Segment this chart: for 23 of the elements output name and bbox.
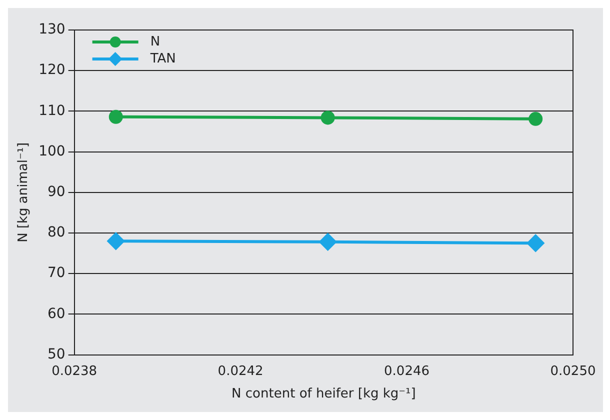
point [527, 234, 544, 252]
x-axis-title: N content of heifer [kg kg⁻¹] [232, 386, 416, 402]
y-tick-label: 130 [38, 22, 66, 38]
point [320, 110, 335, 125]
y-axis-title: N [kg animal⁻¹] [16, 142, 32, 242]
y-tick-label: 110 [38, 102, 66, 119]
x-tick-label: 0.0238 [52, 364, 98, 379]
y-tick-label: 50 [47, 346, 66, 362]
y-tick-label: 60 [47, 306, 66, 322]
point [107, 232, 124, 250]
point [319, 233, 336, 250]
point [528, 112, 543, 126]
y-tick-label: 70 [47, 265, 66, 282]
x-tick-label: 0.0246 [384, 364, 430, 379]
point [108, 110, 123, 124]
legend-label: N [150, 34, 160, 50]
x-tick-label: 0.0242 [218, 364, 264, 379]
x-tick-label: 0.0250 [550, 364, 596, 379]
y-tick-label: 80 [47, 224, 66, 241]
y-tick-label: 90 [47, 184, 66, 200]
y-tick-label: 120 [38, 62, 66, 78]
y-tick-label: 100 [38, 143, 66, 160]
legend-label: TAN [149, 51, 176, 66]
